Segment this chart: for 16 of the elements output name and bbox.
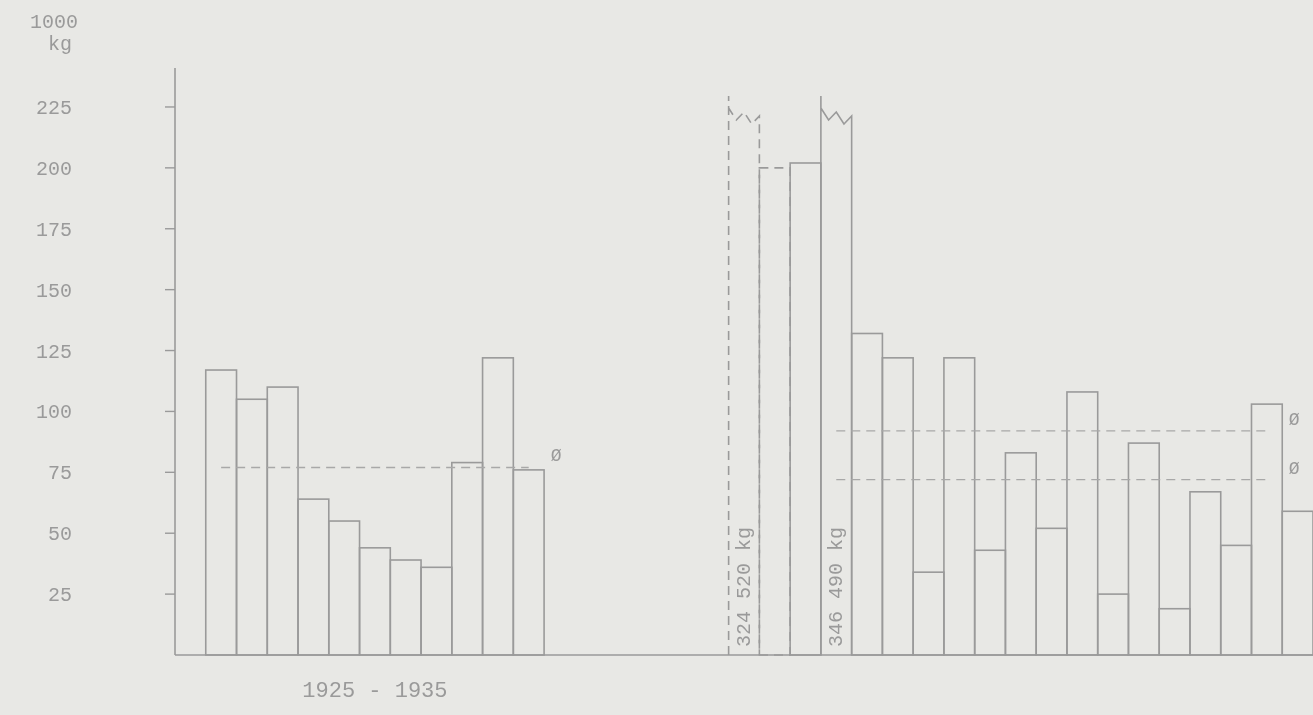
y-axis-title: 1000 kg (29, 11, 78, 56)
series-label: Ø (1288, 458, 1300, 479)
y-tick-label: 100 (35, 401, 72, 425)
y-tick-label: 225 (35, 96, 72, 120)
text: 346 490 kg (825, 526, 849, 647)
series-label: Ø (550, 446, 562, 467)
y-tick-label: 175 (35, 218, 72, 242)
y-tick-label: 75 (47, 462, 72, 486)
y-tick-label: 200 (35, 157, 72, 181)
y-tick-label: 150 (35, 279, 72, 303)
y-tick-label: 25 (47, 584, 72, 608)
series-label: Ø (1288, 409, 1300, 430)
x-axis-title: 1925 - 1935 (302, 679, 448, 704)
y-tick-label: 50 (47, 523, 72, 547)
text: 324 520 kg (733, 526, 756, 647)
y-tick-label: 125 (35, 340, 72, 364)
